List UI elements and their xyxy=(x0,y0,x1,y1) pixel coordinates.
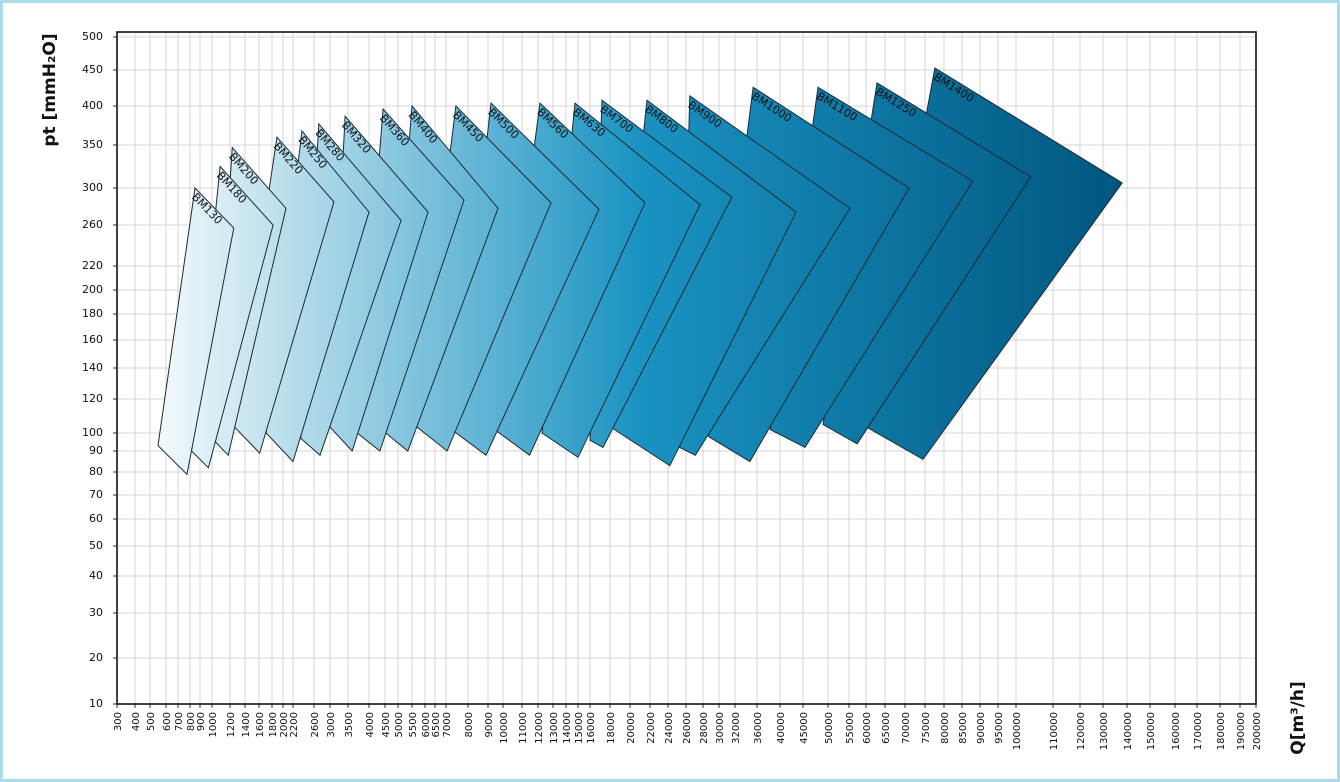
x-tick-label: 9000 xyxy=(484,712,495,737)
x-tick-label: 6500 xyxy=(431,712,442,737)
plot-frame xyxy=(116,31,1257,705)
x-tick-label: 36000 xyxy=(753,712,764,744)
x-tick-label: 16000 xyxy=(586,712,597,744)
x-tick-label: 28000 xyxy=(699,712,710,744)
x-tick-label: 2200 xyxy=(289,712,300,737)
y-tick-label: 450 xyxy=(82,63,103,76)
x-tick-label: 4000 xyxy=(365,712,376,737)
x-tick-label: 3500 xyxy=(344,712,355,737)
x-tick-label: 95000 xyxy=(994,712,1005,744)
x-tick-label: 85000 xyxy=(958,712,969,744)
x-tick-label: 1800 xyxy=(268,712,279,737)
x-tick-label: 7000 xyxy=(442,712,453,737)
x-tick-label: 1400 xyxy=(241,712,252,737)
y-tick-label: 160 xyxy=(82,333,103,346)
x-tick-label: 70000 xyxy=(901,712,912,744)
x-tick-label: 130000 xyxy=(1099,712,1110,750)
x-tick-label: 40000 xyxy=(776,712,787,744)
x-tick-label: 2000 xyxy=(279,712,290,737)
x-tick-label: 30000 xyxy=(715,712,726,744)
x-tick-label: 120000 xyxy=(1076,712,1087,750)
x-tick-label: 6000 xyxy=(421,712,432,737)
x-tick-label: 700 xyxy=(174,712,185,731)
x-tick-label: 26000 xyxy=(682,712,693,744)
x-tick-label: 160000 xyxy=(1171,712,1182,750)
y-tick-label: 300 xyxy=(82,181,103,194)
x-tick-label: 150000 xyxy=(1146,712,1157,750)
x-tick-label: 170000 xyxy=(1193,712,1204,750)
x-tick-label: 10000 xyxy=(499,712,510,744)
x-tick-label: 1000 xyxy=(208,712,219,737)
y-tick-label: 90 xyxy=(89,444,103,457)
x-tick-label: 45000 xyxy=(799,712,810,744)
y-tick-label: 10 xyxy=(89,697,103,710)
y-tick-label: 180 xyxy=(82,307,103,320)
x-tick-label: 13000 xyxy=(549,712,560,744)
fan-areas xyxy=(157,67,1123,476)
x-tick-label: 22000 xyxy=(646,712,657,744)
x-tick-label: 15000 xyxy=(574,712,585,744)
x-tick-label: 900 xyxy=(196,712,207,731)
x-tick-label: 500 xyxy=(146,712,157,731)
x-tick-label: 300 xyxy=(113,712,124,731)
x-tick-label: 110000 xyxy=(1049,712,1060,750)
x-tick-label: 55000 xyxy=(845,712,856,744)
y-tick-label: 60 xyxy=(89,512,103,525)
x-tick-label: 200000 xyxy=(1252,712,1263,750)
x-tick-label: 65000 xyxy=(881,712,892,744)
x-tick-label: 5000 xyxy=(394,712,405,737)
x-tick-label: 180000 xyxy=(1216,712,1227,750)
x-tick-label: 2600 xyxy=(310,712,321,737)
y-tick-label: 140 xyxy=(82,361,103,374)
y-tick-label: 70 xyxy=(89,488,103,501)
y-tick-label: 400 xyxy=(82,99,103,112)
x-tick-label: 4500 xyxy=(381,712,392,737)
chart: pt [mmH₂O] Q[m³/h] 300 400 500 600 700 800 900… xyxy=(40,30,1308,755)
x-tick-label: 12000 xyxy=(534,712,545,744)
y-tick-label: 20 xyxy=(89,651,103,664)
x-tick-label: 32000 xyxy=(731,712,742,744)
y-tick-label: 80 xyxy=(89,465,103,478)
x-tick-label: 80000 xyxy=(940,712,951,744)
y-tick-label: 350 xyxy=(82,138,103,151)
x-tick-label: 60000 xyxy=(862,712,873,744)
y-tick-label: 30 xyxy=(89,606,103,619)
x-tick-label: 24000 xyxy=(664,712,675,744)
y-tick-label: 200 xyxy=(82,283,103,296)
x-tick-label: 50000 xyxy=(824,712,835,744)
x-tick-label: 800 xyxy=(186,712,197,731)
x-tick-label: 8000 xyxy=(464,712,475,737)
x-tick-label: 75000 xyxy=(921,712,932,744)
y-tick-label: 260 xyxy=(82,218,103,231)
x-tick-label: 100000 xyxy=(1012,712,1023,750)
x-tick-label: 140000 xyxy=(1123,712,1134,750)
fan-area xyxy=(157,186,235,476)
x-tick-label: 5500 xyxy=(408,712,419,737)
y-tick-label: 100 xyxy=(82,426,103,439)
y-tick-label: 120 xyxy=(82,392,103,405)
x-tick-label: 90000 xyxy=(976,712,987,744)
x-axis-title: Q[m³/h] xyxy=(1288,681,1308,754)
x-tick-label: 1200 xyxy=(226,712,237,737)
x-tick-label: 14000 xyxy=(562,712,573,744)
x-tick-label: 400 xyxy=(131,712,142,731)
x-tick-label: 1600 xyxy=(255,712,266,737)
x-tick-label: 20000 xyxy=(626,712,637,744)
y-tick-label: 220 xyxy=(82,259,103,272)
x-tick-label: 190000 xyxy=(1236,712,1247,750)
y-tick-label: 50 xyxy=(89,539,103,552)
y-tick-label: 500 xyxy=(82,30,103,43)
y-tick-label: 40 xyxy=(89,569,103,582)
x-tick-label: 11000 xyxy=(518,712,529,744)
y-axis-title: pt [mmH₂O] xyxy=(40,33,60,146)
x-tick-label: 3000 xyxy=(326,712,337,737)
x-tick-label: 600 xyxy=(162,712,173,731)
x-tick-label: 18000 xyxy=(606,712,617,744)
